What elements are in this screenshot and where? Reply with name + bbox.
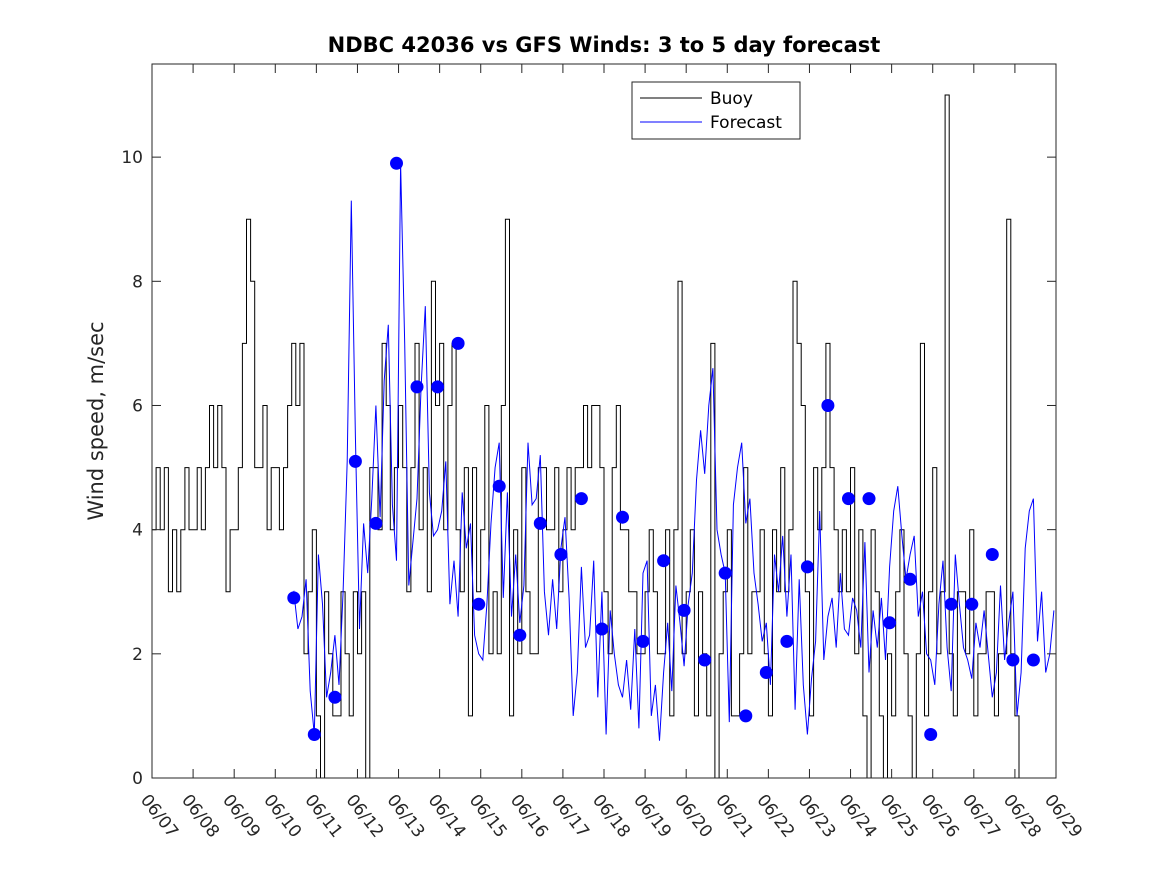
y-axis: 0 2 4 6 8 10 <box>121 148 1056 789</box>
legend-forecast-label: Forecast <box>710 113 782 133</box>
forecast-marker <box>472 597 486 611</box>
y-tick-label: 10 <box>121 148 143 168</box>
forecast-marker <box>554 548 568 561</box>
forecast-marker <box>677 603 691 617</box>
forecast-marker <box>451 336 465 350</box>
forecast-marker <box>410 380 424 394</box>
forecast-marker <box>821 399 835 412</box>
forecast-marker <box>492 479 506 493</box>
forecast-marker <box>533 516 547 530</box>
forecast-marker <box>800 560 814 574</box>
forecast-marker <box>287 591 301 605</box>
y-tick-label: 6 <box>132 396 143 416</box>
forecast-marker <box>574 492 588 506</box>
forecast-marker <box>369 516 383 530</box>
forecast-marker <box>307 728 321 741</box>
forecast-marker <box>348 454 362 468</box>
legend: Buoy Forecast <box>631 81 801 140</box>
forecast-marker <box>431 380 445 394</box>
forecast-marker <box>718 566 732 580</box>
buoy-series-line <box>152 94 1032 779</box>
forecast-marker <box>513 628 527 642</box>
forecast-marker <box>944 597 958 611</box>
forecast-marker <box>636 634 650 648</box>
forecast-marker <box>759 666 773 679</box>
forecast-marker <box>903 572 917 586</box>
forecast-marker <box>780 634 794 648</box>
forecast-marker <box>739 709 753 723</box>
series-layer <box>152 94 1055 779</box>
forecast-marker <box>924 728 938 741</box>
forecast-marker <box>883 616 897 630</box>
forecast-marker <box>862 492 876 506</box>
forecast-marker <box>985 548 999 561</box>
forecast-series-line <box>289 163 1055 741</box>
plot-area <box>151 63 1057 779</box>
forecast-marker <box>965 597 979 611</box>
chart-title: NDBC 42036 vs GFS Winds: 3 to 5 day fore… <box>328 33 881 57</box>
y-tick-label: 2 <box>132 645 143 665</box>
y-tick-label: 4 <box>132 521 143 541</box>
forecast-marker <box>657 554 671 568</box>
forecast-marker <box>698 653 712 667</box>
forecast-marker <box>595 622 609 636</box>
forecast-marker <box>1026 653 1040 667</box>
forecast-marker <box>842 492 855 506</box>
y-axis-label: Wind speed, m/sec <box>84 321 108 520</box>
y-tick-label: 8 <box>132 272 143 292</box>
forecast-marker <box>328 690 342 704</box>
legend-buoy-label: Buoy <box>710 89 753 109</box>
y-tick-label: 0 <box>132 769 143 789</box>
forecast-marker <box>1006 653 1020 667</box>
forecast-marker <box>616 510 629 524</box>
forecast-marker <box>390 156 403 170</box>
legend-box <box>631 81 801 140</box>
